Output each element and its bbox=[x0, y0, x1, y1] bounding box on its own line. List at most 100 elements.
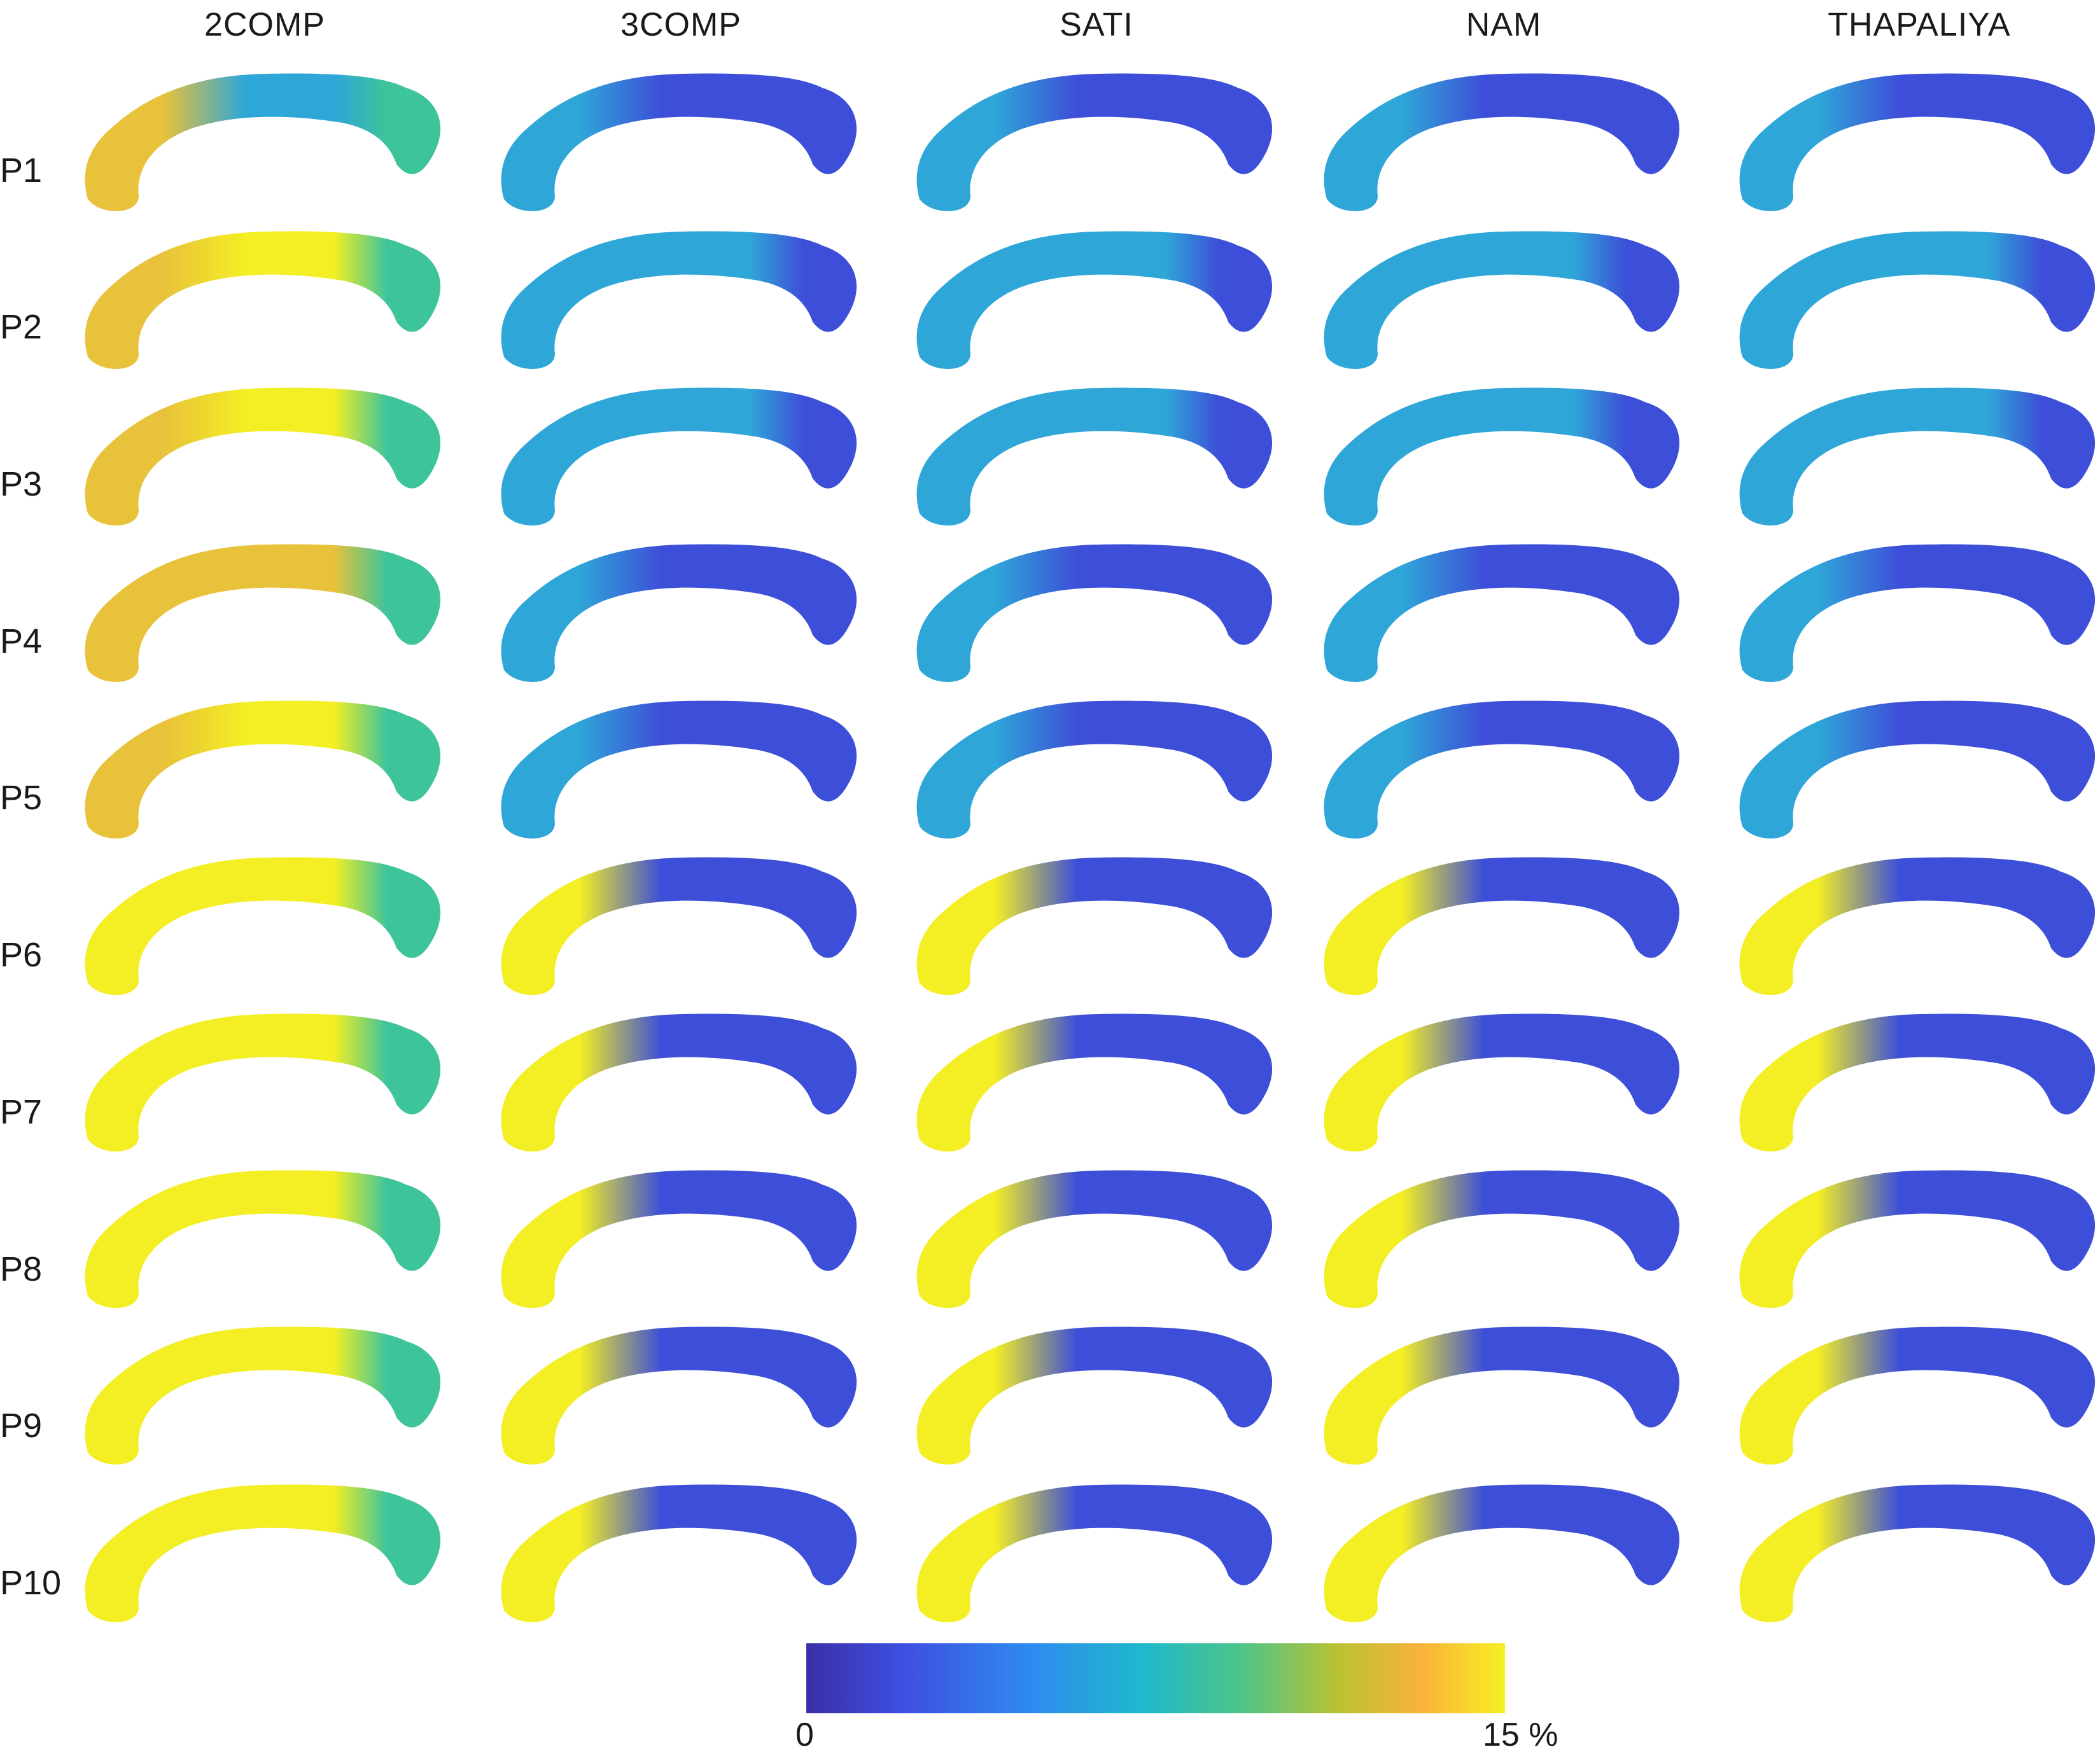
brain-slice-shape bbox=[916, 1013, 1273, 1152]
brain-slice-shape bbox=[501, 231, 857, 369]
brain-slice-image bbox=[85, 857, 441, 995]
brain-slice-image bbox=[1739, 544, 2096, 682]
brain-slice-panel bbox=[907, 69, 1289, 225]
brain-slice-panel bbox=[1314, 696, 1696, 853]
column-header-thapaliya: THAPALIYA bbox=[1828, 6, 2011, 43]
brain-slice-shape bbox=[916, 700, 1273, 839]
row-label-p4: P4 bbox=[0, 622, 43, 660]
colorbar-gradient bbox=[806, 1643, 1505, 1713]
brain-slice-image bbox=[1324, 1013, 1680, 1152]
row-label-p2: P2 bbox=[0, 308, 43, 346]
brain-slice-panel bbox=[907, 696, 1289, 853]
brain-slice-panel bbox=[75, 69, 457, 225]
brain-slice-image bbox=[501, 387, 857, 526]
brain-slice-panel bbox=[491, 1322, 873, 1479]
brain-slice-shape bbox=[85, 73, 441, 211]
brain-slice-shape bbox=[85, 857, 441, 995]
brain-slice-shape bbox=[501, 544, 857, 682]
brain-slice-image bbox=[501, 231, 857, 369]
brain-slice-image bbox=[1324, 1170, 1680, 1308]
brain-slice-image bbox=[1739, 1326, 2096, 1465]
brain-slice-panel bbox=[907, 1480, 1289, 1636]
brain-slice-panel bbox=[907, 539, 1289, 696]
brain-slice-shape bbox=[1324, 231, 1680, 369]
brain-slice-shape bbox=[916, 1170, 1273, 1308]
brain-slice-shape bbox=[501, 1484, 857, 1622]
brain-slice-shape bbox=[85, 1484, 441, 1622]
brain-slice-shape bbox=[1739, 700, 2096, 839]
brain-slice-image bbox=[916, 857, 1273, 995]
brain-slice-image bbox=[916, 544, 1273, 682]
brain-slice-image bbox=[916, 387, 1273, 526]
brain-slice-shape bbox=[85, 387, 441, 526]
brain-slice-shape bbox=[1324, 1484, 1680, 1622]
brain-slice-shape bbox=[1324, 73, 1680, 211]
colorbar bbox=[806, 1643, 1505, 1713]
brain-slice-shape bbox=[1324, 387, 1680, 526]
brain-slice-image bbox=[85, 1170, 441, 1308]
brain-slice-shape bbox=[916, 387, 1273, 526]
row-label-p1: P1 bbox=[0, 151, 43, 190]
brain-slice-image bbox=[916, 231, 1273, 369]
colorbar-max-label: 15 % bbox=[1483, 1716, 1558, 1753]
brain-slice-panel bbox=[1730, 1009, 2100, 1166]
brain-slice-shape bbox=[1324, 1013, 1680, 1152]
brain-slice-panel bbox=[75, 1166, 457, 1322]
brain-slice-shape bbox=[1324, 857, 1680, 995]
colorbar-min-label: 0 bbox=[795, 1716, 814, 1753]
brain-slice-shape bbox=[916, 544, 1273, 682]
brain-slice-shape bbox=[916, 857, 1273, 995]
brain-slice-image bbox=[1324, 1326, 1680, 1465]
brain-slice-shape bbox=[916, 1326, 1273, 1465]
brain-slice-image bbox=[501, 700, 857, 839]
brain-slice-image bbox=[1739, 231, 2096, 369]
brain-slice-panel bbox=[1730, 69, 2100, 225]
brain-slice-image bbox=[916, 1326, 1273, 1465]
brain-slice-image bbox=[85, 387, 441, 526]
brain-slice-shape bbox=[1324, 1170, 1680, 1308]
brain-slice-panel bbox=[75, 1480, 457, 1636]
brain-slice-panel bbox=[1730, 539, 2100, 696]
brain-slice-image bbox=[1324, 700, 1680, 839]
brain-slice-shape bbox=[916, 1484, 1273, 1622]
brain-slice-panel bbox=[907, 1322, 1289, 1479]
brain-slice-image bbox=[501, 73, 857, 211]
brain-slice-image bbox=[501, 1484, 857, 1622]
brain-slice-shape bbox=[85, 1326, 441, 1465]
brain-slice-panel bbox=[491, 69, 873, 225]
brain-slice-panel bbox=[907, 1009, 1289, 1166]
brain-slice-panel bbox=[75, 696, 457, 853]
brain-slice-panel bbox=[1314, 69, 1696, 225]
row-label-p3: P3 bbox=[0, 465, 43, 503]
brain-slice-shape bbox=[1324, 544, 1680, 682]
brain-slice-image bbox=[85, 544, 441, 682]
brain-slice-shape bbox=[501, 387, 857, 526]
brain-slice-panel bbox=[491, 226, 873, 383]
brain-slice-shape bbox=[1324, 1326, 1680, 1465]
brain-slice-panel bbox=[491, 696, 873, 853]
row-label-p5: P5 bbox=[0, 779, 43, 817]
brain-slice-panel bbox=[907, 383, 1289, 539]
brain-slice-panel bbox=[491, 1166, 873, 1322]
brain-slice-image bbox=[1324, 387, 1680, 526]
brain-slice-shape bbox=[501, 1170, 857, 1308]
brain-slice-image bbox=[85, 1484, 441, 1622]
brain-slice-shape bbox=[85, 231, 441, 369]
brain-slice-panel bbox=[907, 853, 1289, 1009]
row-label-p9: P9 bbox=[0, 1407, 43, 1445]
brain-slice-panel bbox=[907, 226, 1289, 383]
brain-slice-shape bbox=[1739, 1326, 2096, 1465]
brain-slice-panel bbox=[1314, 226, 1696, 383]
brain-slice-image bbox=[916, 1484, 1273, 1622]
brain-slice-shape bbox=[1739, 387, 2096, 526]
brain-slice-image bbox=[1324, 544, 1680, 682]
column-header-3comp: 3COMP bbox=[620, 6, 741, 43]
brain-slice-panel bbox=[491, 853, 873, 1009]
row-label-p6: P6 bbox=[0, 936, 43, 974]
brain-slice-panel bbox=[1730, 1480, 2100, 1636]
brain-slice-panel bbox=[907, 1166, 1289, 1322]
brain-slice-image bbox=[1739, 387, 2096, 526]
column-header-sati: SATI bbox=[1060, 6, 1133, 43]
brain-slice-image bbox=[916, 1170, 1273, 1308]
brain-slice-image bbox=[1739, 1013, 2096, 1152]
